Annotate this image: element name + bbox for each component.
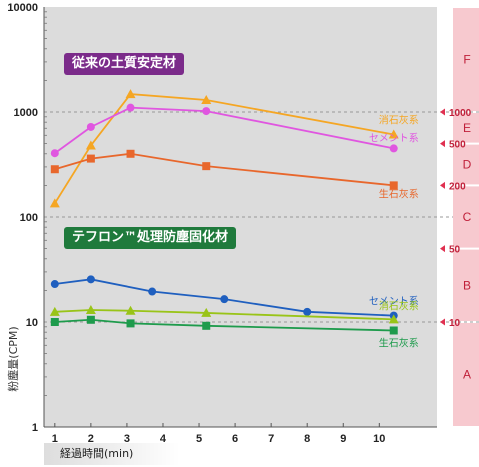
data-point: [85, 305, 96, 315]
data-point: [126, 319, 135, 328]
series-label-0: 消石灰系: [379, 114, 419, 127]
data-point: [220, 295, 229, 304]
x-tick-label: 8: [304, 433, 310, 445]
class-label-b: B: [463, 278, 471, 292]
x-tick-label: 6: [232, 433, 238, 445]
class-band-b: [453, 249, 479, 321]
class-band-e: [453, 113, 479, 143]
reference-arrow: [440, 318, 445, 326]
series-line-3: [54, 278, 394, 317]
class-label-c: C: [463, 210, 472, 224]
class-band-c: [453, 186, 479, 248]
series-label-5: 生石灰系: [379, 336, 419, 349]
plot-area: [44, 7, 437, 427]
data-point: [389, 326, 398, 335]
reference-arrow: [440, 108, 445, 116]
data-point: [126, 103, 135, 112]
x-axis-label: 経過時間(min): [44, 443, 180, 465]
data-point: [126, 149, 135, 158]
teflon-group-banner: テフロン™処理防塵固化材: [64, 227, 237, 249]
data-point: [86, 154, 95, 163]
data-point: [388, 314, 399, 324]
data-point: [202, 107, 211, 116]
x-tick-label: 2: [88, 433, 94, 445]
x-tick-label: 10: [373, 433, 385, 445]
class-band-d: [453, 144, 479, 185]
data-point: [50, 318, 59, 326]
class-label-a: A: [463, 368, 471, 382]
data-point: [125, 89, 136, 99]
reference-arrow: [440, 140, 445, 148]
series-label-1: セメント系: [369, 132, 419, 144]
reference-label: 50: [449, 245, 461, 256]
reference-label: 1000: [449, 108, 472, 119]
class-label-d: D: [463, 158, 472, 172]
reference-label: 10: [449, 318, 461, 329]
data-point: [202, 321, 211, 330]
class-label-f: F: [463, 53, 470, 67]
series-label-3: セメント系: [369, 296, 419, 308]
x-tick-label: 9: [340, 433, 346, 445]
reference-label: 200: [449, 181, 466, 192]
y-tick-label: 1: [32, 422, 38, 434]
data-point: [125, 305, 136, 315]
data-point: [201, 307, 212, 317]
data-point: [86, 122, 95, 131]
y-tick-label: 10000: [7, 2, 38, 14]
x-tick-label: 5: [196, 433, 202, 445]
data-point: [49, 306, 60, 316]
data-point: [50, 165, 59, 174]
x-tick-label: 7: [268, 433, 274, 445]
data-point: [50, 280, 59, 289]
y-axis-label: 粉塵量(CPM): [7, 326, 20, 392]
y-tick-label: 100: [20, 212, 38, 224]
data-point: [303, 307, 312, 316]
x-tick-label: 4: [160, 433, 167, 445]
y-tick-label: 10: [26, 317, 38, 329]
data-point: [86, 315, 95, 324]
data-point: [148, 287, 157, 296]
series-label-2: 生石灰系: [379, 187, 419, 200]
reference-arrow: [440, 181, 445, 189]
x-tick-label: 1: [52, 433, 58, 445]
reference-arrow: [440, 245, 445, 253]
data-point: [50, 149, 59, 158]
data-point: [388, 129, 399, 139]
data-point: [49, 198, 60, 208]
data-point: [389, 181, 398, 190]
x-tick-label: 3: [124, 433, 130, 445]
class-label-e: E: [463, 121, 471, 135]
data-point: [389, 144, 398, 153]
class-band-a: [453, 323, 479, 426]
data-point: [202, 162, 211, 171]
class-band-f: [453, 8, 479, 111]
data-point: [85, 140, 96, 150]
conventional-group-banner: 従来の土質安定材: [64, 53, 185, 75]
series-label-4: 消石灰系: [379, 299, 419, 312]
reference-label: 500: [449, 140, 466, 151]
data-point: [201, 95, 212, 105]
y-tick-label: 1000: [14, 107, 38, 119]
data-point: [86, 275, 95, 284]
